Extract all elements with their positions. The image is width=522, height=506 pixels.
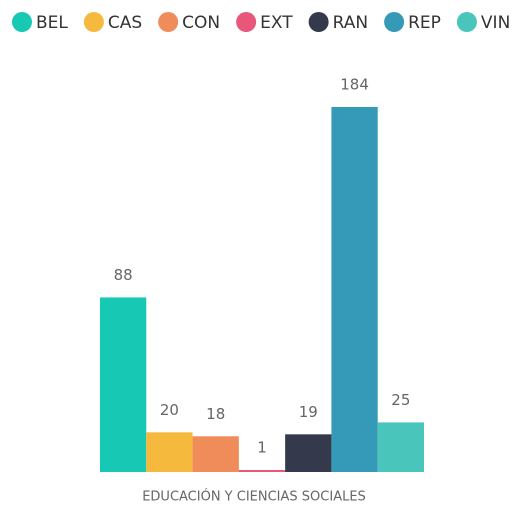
legend-label: VIN [481, 13, 510, 33]
bar [100, 297, 147, 472]
data-label: 88 [114, 266, 133, 284]
x-tick-label: EDUCACIÓN Y CIENCIAS SOCIALES [142, 489, 366, 505]
legend-swatch [384, 12, 405, 32]
legend-swatch [456, 12, 477, 32]
data-label: 19 [299, 403, 318, 421]
legend-label: BEL [36, 13, 68, 33]
legend-swatch [308, 12, 329, 32]
bar [192, 436, 239, 472]
legend-swatch [158, 12, 179, 32]
legend-label: CON [182, 13, 220, 33]
data-label: 25 [391, 391, 410, 409]
legend-label: CAS [108, 13, 142, 33]
legend-swatch [12, 12, 32, 32]
data-label: 1 [257, 439, 267, 457]
data-label: 18 [206, 405, 225, 423]
bar [331, 107, 378, 472]
legend-label: EXT [260, 13, 293, 33]
data-label: 20 [160, 401, 179, 419]
bar [377, 422, 424, 472]
bar [285, 434, 332, 472]
bar [146, 432, 193, 472]
legend-swatch [236, 12, 257, 32]
bar [238, 470, 286, 472]
data-label: 184 [340, 76, 369, 94]
legend-label: REP [408, 13, 441, 33]
legend-label: RAN [333, 13, 368, 33]
legend-swatch [83, 12, 104, 32]
